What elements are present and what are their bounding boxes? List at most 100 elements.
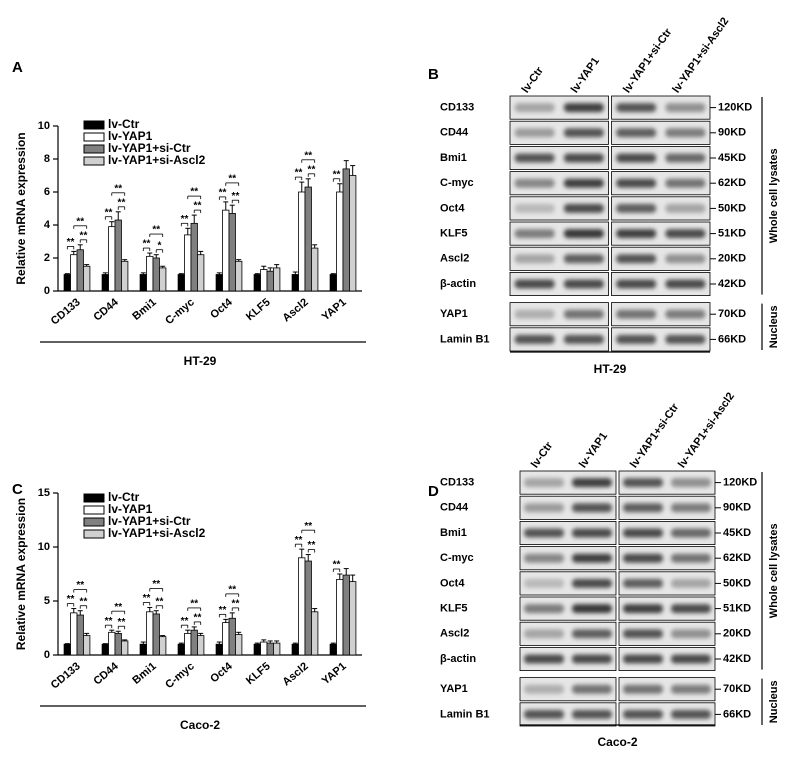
bar xyxy=(311,247,319,292)
bar xyxy=(159,267,167,292)
bar xyxy=(101,274,109,292)
band xyxy=(524,528,564,538)
bar xyxy=(139,643,147,656)
band xyxy=(671,654,711,664)
band xyxy=(665,103,706,113)
bar xyxy=(222,209,230,292)
bar xyxy=(70,254,78,292)
band xyxy=(514,279,555,289)
significance: ** xyxy=(114,602,122,613)
band xyxy=(524,503,564,513)
size-label: 51KD xyxy=(723,603,751,615)
protein-label: Bmi1 xyxy=(440,152,467,164)
size-label: 66KD xyxy=(723,708,751,720)
x-tick-label: Ascl2 xyxy=(280,660,310,688)
bar xyxy=(159,636,167,656)
lane-label: lv-Ctr xyxy=(520,64,547,95)
legend-label: lv-YAP1+si-Ctr xyxy=(108,514,191,528)
cell-line: HT-29 xyxy=(594,362,627,376)
blot-strip xyxy=(509,145,609,170)
bar xyxy=(349,581,357,656)
band xyxy=(572,528,612,538)
band xyxy=(514,128,555,138)
cell-line: Caco-2 xyxy=(597,735,637,749)
band xyxy=(623,709,663,719)
band xyxy=(671,629,711,639)
bar xyxy=(184,633,192,656)
legend-swatch xyxy=(83,505,105,515)
y-tick-label: 2 xyxy=(44,252,50,264)
blot-strip xyxy=(509,171,609,196)
bar xyxy=(177,643,185,656)
blot-strip xyxy=(509,327,609,352)
band xyxy=(514,309,555,319)
protein-label: CD44 xyxy=(440,127,469,139)
protein-label: YAP1 xyxy=(440,308,468,320)
size-label: 90KD xyxy=(718,127,746,139)
size-label: 62KD xyxy=(718,177,746,189)
band xyxy=(623,578,663,588)
blot-strip xyxy=(509,120,609,145)
y-tick-label: 6 xyxy=(44,186,50,198)
significance: ** xyxy=(194,201,202,212)
significance: ** xyxy=(181,616,189,627)
x-tick-label: KLF5 xyxy=(244,660,273,687)
significance: ** xyxy=(152,579,160,590)
x-tick-label: C-myc xyxy=(163,296,196,327)
x-tick-label: CD44 xyxy=(91,296,121,324)
band xyxy=(623,478,663,488)
y-axis-label: Relative mRNA expression xyxy=(14,498,28,650)
blot-strip xyxy=(519,495,617,520)
lane-label: lv-YAP1+si-Ctr xyxy=(628,401,682,470)
x-tick-label: YAP1 xyxy=(320,296,349,323)
significance: ** xyxy=(194,613,202,624)
blot-strip xyxy=(519,621,617,646)
bar xyxy=(152,257,160,292)
group-label: Nucleus xyxy=(768,680,780,723)
x-tick-label: Bmi1 xyxy=(130,296,158,322)
band xyxy=(623,654,663,664)
x-tick-label: Oct4 xyxy=(208,660,235,685)
bar xyxy=(273,642,281,656)
band xyxy=(616,103,657,113)
bar xyxy=(152,613,160,656)
protein-label: Oct4 xyxy=(440,202,465,214)
y-tick-label: 4 xyxy=(44,219,51,231)
x-tick-label: CD133 xyxy=(49,660,83,691)
band xyxy=(524,709,564,719)
bar xyxy=(76,614,84,656)
blot-strip xyxy=(519,702,617,727)
band xyxy=(563,229,604,239)
band xyxy=(563,178,604,188)
protein-label: KLF5 xyxy=(440,228,468,240)
protein-label: Oct4 xyxy=(440,577,465,589)
band xyxy=(616,229,657,239)
legend-label: lv-YAP1 xyxy=(108,129,153,143)
bar xyxy=(190,629,198,656)
blot-strip xyxy=(519,470,617,495)
band xyxy=(514,254,555,264)
protein-label: CD44 xyxy=(440,502,469,514)
band xyxy=(524,684,564,694)
size-label: 45KD xyxy=(723,527,751,539)
bar xyxy=(101,643,109,656)
significance: ** xyxy=(152,225,160,236)
band xyxy=(623,629,663,639)
size-label: 70KD xyxy=(723,683,751,695)
size-label: 51KD xyxy=(718,228,746,240)
protein-label: Lamin B1 xyxy=(440,333,490,345)
legend-label: lv-YAP1+si-Ctr xyxy=(108,141,191,155)
significance: ** xyxy=(76,580,84,591)
size-label: 50KD xyxy=(723,577,751,589)
blot-strip xyxy=(519,647,617,672)
significance: ** xyxy=(333,169,341,180)
group-label: Nucleus xyxy=(768,305,780,348)
size-label: 42KD xyxy=(723,653,751,665)
band xyxy=(671,604,711,614)
blot-strip xyxy=(519,546,617,571)
band xyxy=(514,203,555,213)
x-tick-label: Ascl2 xyxy=(280,296,310,324)
bar xyxy=(197,254,205,292)
band xyxy=(671,578,711,588)
